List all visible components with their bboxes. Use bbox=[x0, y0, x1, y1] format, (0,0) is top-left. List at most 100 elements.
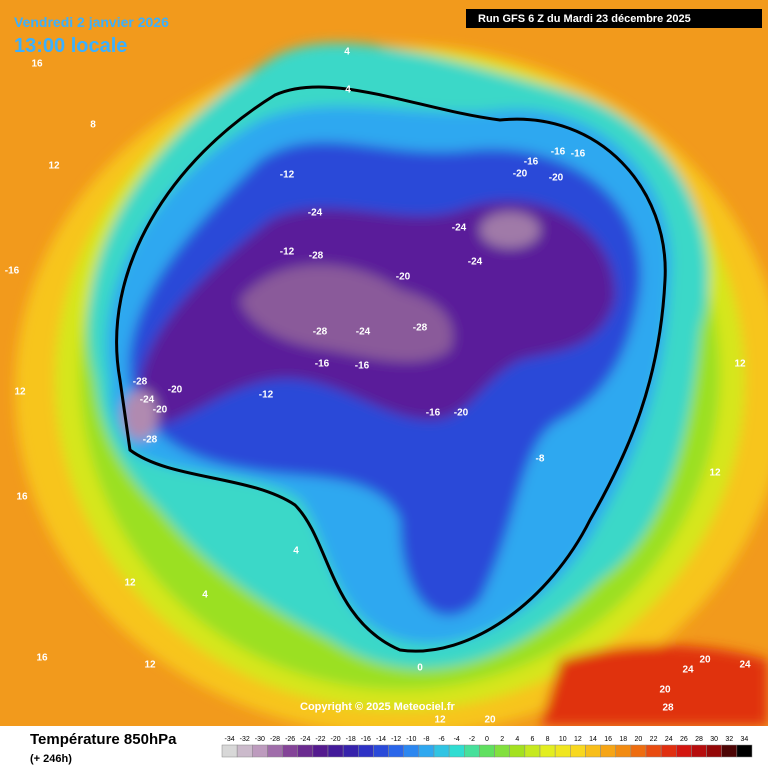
colorbar-tick-label: 0 bbox=[485, 736, 489, 743]
run-info-box bbox=[466, 9, 762, 28]
colorbar-swatch bbox=[676, 744, 692, 758]
contour-label: -20 bbox=[168, 385, 183, 396]
run-info: Run GFS 6 Z du Mardi 23 décembre 2025 bbox=[478, 13, 691, 25]
colorbar-tick-label: -32 bbox=[240, 736, 250, 743]
colorbar-swatch bbox=[570, 744, 586, 758]
temperature-field bbox=[15, 43, 768, 735]
colorbar-tick-label: -30 bbox=[255, 736, 265, 743]
colorbar-swatch bbox=[645, 744, 662, 758]
contour-label: -24 bbox=[468, 257, 483, 268]
colorbar-tick-label: -34 bbox=[225, 736, 235, 743]
colorbar-swatch bbox=[736, 744, 753, 758]
colorbar-tick-label: -6 bbox=[438, 736, 444, 743]
colorbar-tick-label: 28 bbox=[695, 736, 703, 743]
colorbar-swatch bbox=[494, 744, 510, 758]
contour-label: 28 bbox=[662, 703, 674, 714]
contour-label: -28 bbox=[133, 377, 148, 388]
footer-title: Température 850hPa bbox=[30, 731, 177, 748]
colorbar-swatch bbox=[479, 744, 495, 758]
contour-label: -12 bbox=[280, 247, 295, 258]
colorbar-tick-label: -22 bbox=[315, 736, 325, 743]
colorbar-tick-label: 34 bbox=[741, 736, 749, 743]
contour-label: 16 bbox=[31, 59, 43, 70]
contour-label: 24 bbox=[739, 660, 751, 671]
contour-label: 12 bbox=[434, 715, 446, 726]
contour-label: 20 bbox=[659, 685, 671, 696]
colorbar-tick-label: 30 bbox=[710, 736, 718, 743]
colorbar-swatch bbox=[448, 744, 465, 758]
colorbar-swatch bbox=[418, 744, 435, 758]
colorbar-swatch bbox=[464, 744, 480, 758]
colorbar-swatch bbox=[721, 744, 738, 758]
contour-label: -20 bbox=[396, 272, 411, 283]
contour-label: -24 bbox=[140, 395, 155, 406]
contour-label: -20 bbox=[549, 173, 564, 184]
colorbar-tick-label: 10 bbox=[559, 736, 567, 743]
contour-label: -24 bbox=[356, 327, 371, 338]
contour-label: -16 bbox=[571, 149, 586, 160]
colorbar-tick-label: 16 bbox=[604, 736, 612, 743]
valid-date: Vendredi 2 janvier 2026 bbox=[14, 14, 169, 30]
colorbar-tick-label: -24 bbox=[300, 736, 310, 743]
contour-label: 4 bbox=[202, 590, 208, 601]
colorbar-tick-label: 12 bbox=[574, 736, 582, 743]
colorbar-tick-label: -28 bbox=[270, 736, 280, 743]
lead-time: (+ 246h) bbox=[30, 753, 72, 765]
contour-label: -16 bbox=[426, 408, 441, 419]
contour-label: 12 bbox=[124, 578, 136, 589]
colorbar-swatch bbox=[509, 744, 526, 758]
colorbar-swatch bbox=[585, 744, 601, 758]
colorbar: -34 -32 -30 -28 -26 -24 -22 -20 -18 -16 -14 -12 -10-… bbox=[221, 736, 753, 758]
colorbar-tick-label: -26 bbox=[285, 736, 295, 743]
colorbar-swatch bbox=[327, 744, 344, 758]
contour-label: -24 bbox=[452, 223, 467, 234]
contour-label: 20 bbox=[699, 655, 711, 666]
contour-label: -28 bbox=[309, 251, 324, 262]
colorbar-tick-label: -10 bbox=[406, 736, 416, 743]
colorbar-tick-label: 24 bbox=[665, 736, 673, 743]
colorbar-tick-label: 6 bbox=[530, 736, 534, 743]
colorbar-tick-label: 8 bbox=[546, 736, 550, 743]
colorbar-swatch bbox=[691, 744, 707, 758]
colorbar-swatch bbox=[706, 744, 722, 758]
contour-label: 12 bbox=[709, 468, 721, 479]
colorbar-swatch bbox=[554, 744, 571, 758]
colorbar-swatch bbox=[358, 744, 374, 758]
colorbar-swatch bbox=[388, 744, 404, 758]
contour-label: 12 bbox=[734, 359, 746, 370]
colorbar-tick-label: -2 bbox=[469, 736, 475, 743]
colorbar-tick-label: 18 bbox=[619, 736, 627, 743]
contour-label: -28 bbox=[313, 327, 328, 338]
contour-label: 12 bbox=[48, 161, 60, 172]
colorbar-tick-label: 14 bbox=[589, 736, 597, 743]
contour-label: -16 bbox=[551, 147, 566, 158]
colorbar-tick-label: -12 bbox=[391, 736, 401, 743]
colorbar-tick-label: 2 bbox=[500, 736, 504, 743]
colorbar-swatch bbox=[236, 744, 253, 758]
contour-label: -20 bbox=[153, 405, 168, 416]
contour-label: -28 bbox=[413, 323, 428, 334]
contour-label: -28 bbox=[143, 435, 158, 446]
contour-label: 8 bbox=[90, 120, 96, 131]
colorbar-swatch bbox=[221, 744, 238, 758]
colorbar-swatch bbox=[600, 744, 616, 758]
contour-label: 12 bbox=[144, 660, 156, 671]
colorbar-swatch bbox=[433, 744, 450, 758]
contour-label: 12 bbox=[14, 387, 26, 398]
colorbar-swatch bbox=[615, 744, 632, 758]
colorbar-swatch bbox=[660, 744, 677, 758]
colorbar-tick-label: -8 bbox=[423, 736, 429, 743]
contour-label: -16 bbox=[5, 266, 20, 277]
colorbar-swatch bbox=[282, 744, 298, 758]
colorbar-swatch bbox=[373, 744, 389, 758]
contour-label: -8 bbox=[536, 454, 545, 465]
map: -28-20-24-20-28-28 -24 -28-20-28-12-16 -16-… bbox=[0, 0, 768, 735]
colorbar-tick-label: 26 bbox=[680, 736, 688, 743]
contour-label: 0 bbox=[417, 663, 423, 674]
colorbar-swatch bbox=[403, 744, 420, 758]
colorbar-swatch bbox=[524, 744, 541, 758]
contour-label: 16 bbox=[16, 492, 28, 503]
contour-label: 4 bbox=[345, 85, 351, 96]
contour-label: -16 bbox=[524, 157, 539, 168]
contour-label: 20 bbox=[484, 715, 496, 726]
